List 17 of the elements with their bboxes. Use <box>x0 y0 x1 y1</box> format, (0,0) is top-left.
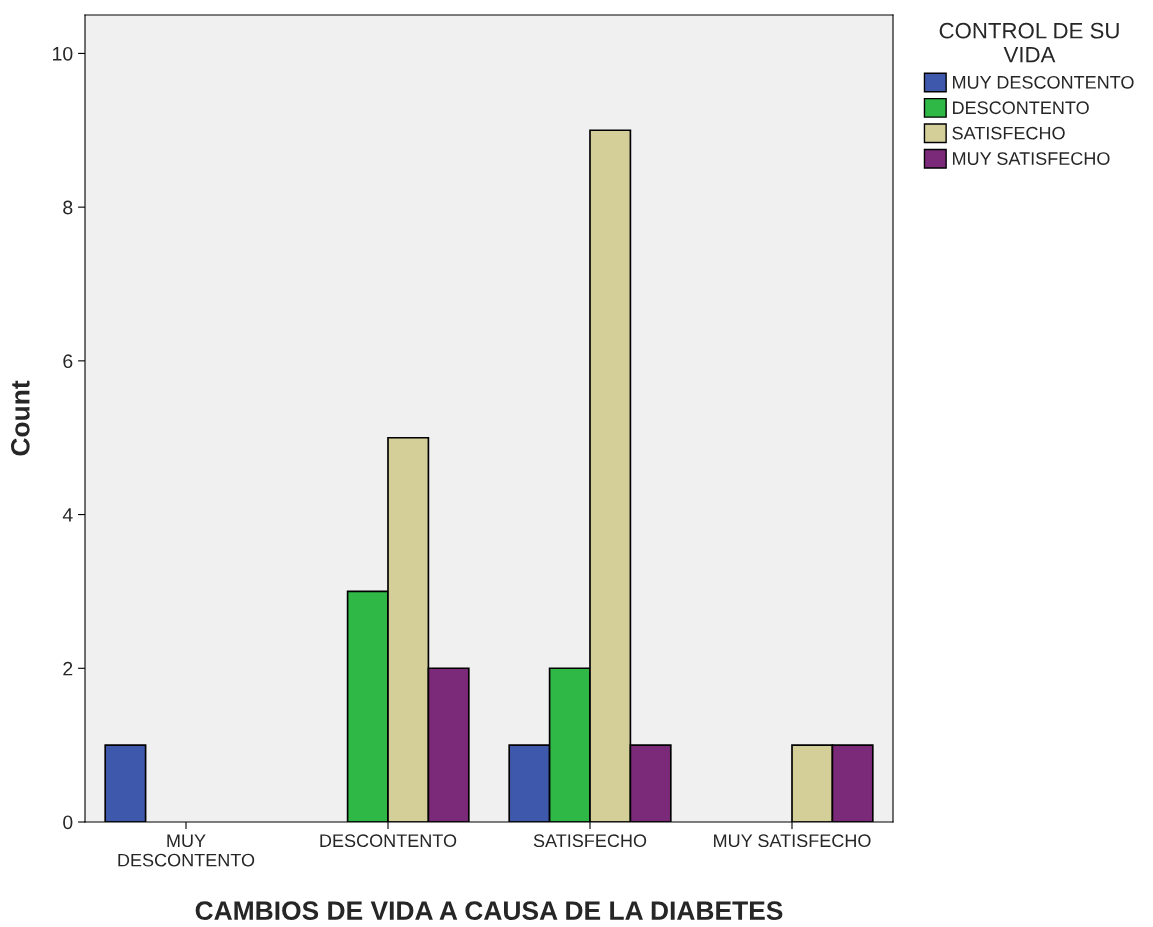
legend-label: MUY DESCONTENTO <box>953 75 1134 89</box>
x-tick-label: MUY DESCONTENTO <box>118 834 255 867</box>
legend-label: MUY SATISFECHO <box>953 152 1110 165</box>
x-tick-label: SATISFECHO <box>533 834 647 848</box>
y-tick-label: 8 <box>63 200 73 215</box>
y-axis-title: Count <box>11 380 30 456</box>
y-tick-label: 2 <box>63 661 73 676</box>
legend-label: DESCONTENTO <box>953 101 1089 115</box>
x-tick-label: MUY SATISFECHO <box>714 834 871 848</box>
y-tick-label: 10 <box>53 46 73 61</box>
y-tick-label: 0 <box>63 815 73 830</box>
x-axis-title: CAMBIOS DE VIDA A CAUSA DE LA DIABETES <box>195 901 783 921</box>
x-tick-label: DESCONTENTO <box>320 834 457 848</box>
y-tick-label: 4 <box>62 508 73 522</box>
y-tick-label: 6 <box>63 354 73 369</box>
legend-label: SATISFECHO <box>952 126 1065 140</box>
legend-title: CONTROL DE SU VIDA <box>939 22 1119 63</box>
